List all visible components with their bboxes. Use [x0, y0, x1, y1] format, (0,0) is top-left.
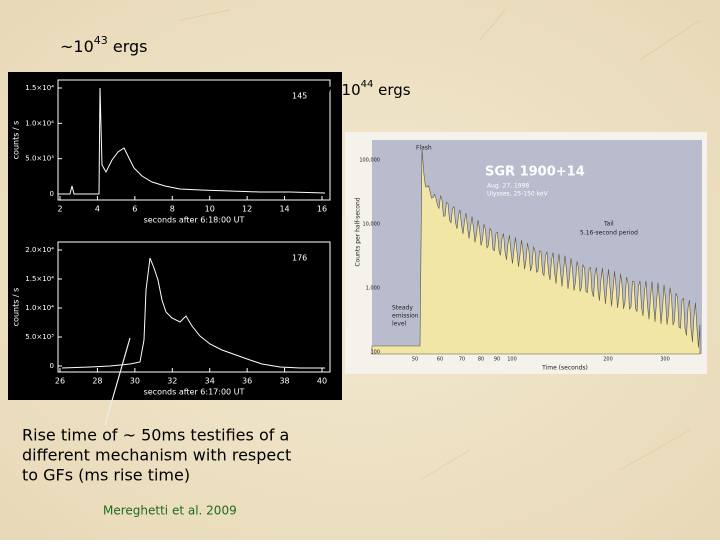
panel-frame: [57, 241, 331, 373]
y-tick-label: 1,000: [366, 286, 380, 292]
period-label: 5.16-second period: [580, 230, 638, 237]
light-curve: [371, 149, 701, 355]
y-tick-label: 0: [50, 190, 54, 198]
y-axis-label: Counts per half-second: [355, 197, 362, 266]
x-tick-label: 38: [279, 377, 289, 386]
x-tick-label: 200: [603, 357, 613, 363]
figure-instrument: Ulysses, 25-150 keV: [487, 191, 549, 198]
figure-title: SGR 1900+14: [485, 165, 585, 180]
x-tick-label: 16: [317, 205, 327, 214]
x-axis-label: Time (seconds): [541, 365, 588, 372]
caption: Rise time of ~ 50ms testifies of a diffe…: [22, 426, 291, 485]
x-axis-label: seconds after 6:18:00 UT: [144, 216, 245, 225]
x-tick-label: 26: [55, 377, 65, 386]
light-curve: [62, 87, 326, 195]
figure-date: Aug. 27, 1998: [487, 183, 529, 190]
x-tick-label: 32: [167, 377, 177, 386]
x-tick-label: 60: [437, 357, 443, 363]
y-tick-label: 1.5×10⁴: [25, 84, 54, 92]
x-tick-label: 10: [205, 205, 215, 214]
tail-label: Tail: [603, 221, 614, 228]
x-tick-label: 50: [412, 357, 418, 363]
light-curve: [61, 257, 325, 369]
x-tick-label: 36: [242, 377, 252, 386]
steady-label: level: [392, 321, 407, 328]
x-tick-label: 34: [205, 377, 215, 386]
y-tick-label: 100: [370, 350, 380, 356]
y-tick-label: 1.0×10⁴: [25, 304, 54, 312]
y-axis-label: counts / s: [12, 121, 21, 160]
x-tick-label: 100: [507, 357, 517, 363]
y-tick-label: 100,000: [359, 158, 380, 164]
panel-frame: [57, 79, 331, 201]
flash-label: Flash: [416, 145, 432, 152]
energy-label: ~1043 ergs: [60, 34, 147, 56]
x-tick-label: 90: [494, 357, 500, 363]
steady-label: Steady: [392, 305, 413, 312]
x-tick-label: 30: [130, 377, 140, 386]
y-tick-label: 1.5×10⁴: [25, 275, 54, 283]
x-tick-label: 14: [279, 205, 289, 214]
caption-line: to GFs (ms rise time): [22, 466, 190, 485]
citation: Mereghetti et al. 2009: [103, 504, 237, 518]
y-axis-label: counts / s: [12, 288, 21, 327]
x-tick-label: 300: [660, 357, 670, 363]
panel-tag: 145: [292, 92, 307, 101]
y-tick-label: 5.0×10³: [25, 333, 54, 341]
x-tick-label: 40: [317, 377, 327, 386]
x-axis-label: seconds after 6:17:00 UT: [144, 388, 245, 397]
x-tick-label: 2: [57, 205, 62, 214]
x-tick-label: 6: [132, 205, 137, 214]
y-tick-label: 10,000: [363, 222, 381, 228]
light-curves: [57, 79, 331, 426]
x-tick-label: 70: [459, 357, 465, 363]
x-tick-label: 28: [92, 377, 102, 386]
y-tick-label: 5.0×10³: [25, 155, 54, 163]
arrow: [104, 337, 131, 426]
x-tick-label: 8: [170, 205, 175, 214]
caption-line: different mechanism with respect: [22, 446, 291, 465]
right-annotations: SGR 1900+14 Aug. 27, 1998 Ulysses, 25-15…: [355, 145, 639, 372]
y-tick-label: 1.0×10⁴: [25, 119, 54, 127]
y-tick-label: 2.0×10⁴: [25, 246, 54, 254]
x-tick-label: 12: [242, 205, 252, 214]
caption-line: Rise time of ~ 50ms testifies of a: [22, 426, 289, 445]
panel-tag: 176: [292, 254, 307, 263]
x-tick-label: 80: [478, 357, 484, 363]
energy-label: few 1044 ergs: [310, 79, 411, 99]
y-tick-label: 0: [50, 362, 54, 370]
left-figure: [8, 72, 342, 400]
x-tick-label: 4: [95, 205, 100, 214]
steady-label: emission: [392, 313, 419, 320]
